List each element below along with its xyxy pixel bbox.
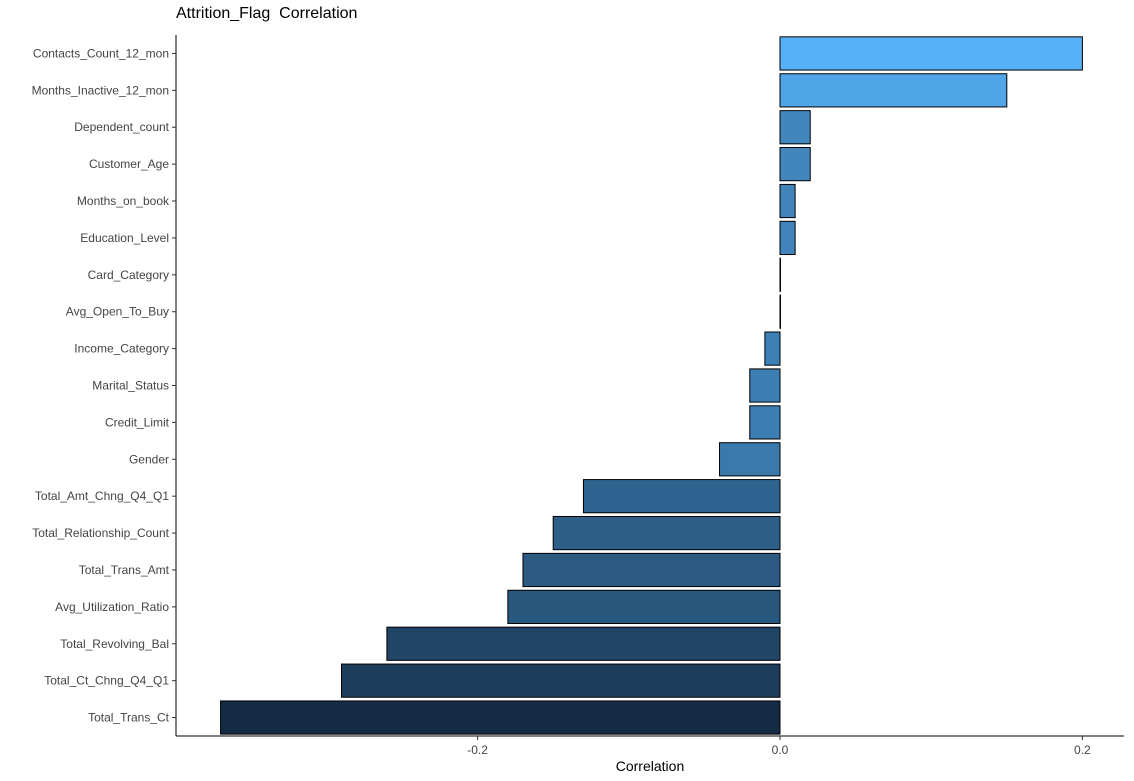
bar-Total_Amt_Chng_Q4_Q1 [582,479,781,514]
bar-Total_Ct_Chng_Q4_Q1 [341,663,781,698]
category-label: Credit_Limit [105,415,170,429]
category-label: Education_Level [80,231,169,245]
bar-Total_Revolving_Bal [386,626,781,661]
category-label: Avg_Open_To_Buy [66,305,169,319]
bar-Income_Category [764,331,781,366]
category-label: Income_Category [74,342,169,356]
category-label: Gender [129,452,169,466]
bar-Gender [719,442,781,477]
bars-layer [220,36,1083,735]
bar-Marital_Status [749,368,781,403]
bar-Card_Category [779,257,781,292]
chart-title: Attrition_Flag Correlation [176,5,358,22]
x-tick-label: -0.2 [467,743,488,757]
category-label: Dependent_count [74,120,169,134]
category-label: Card_Category [88,268,169,282]
x-tick-label: 0.2 [1074,743,1091,757]
bar-Avg_Open_To_Buy [779,294,781,329]
category-label: Total_Relationship_Count [32,526,169,540]
category-label: Contacts_Count_12_mon [33,46,169,60]
category-label: Total_Ct_Chng_Q4_Q1 [44,674,169,688]
bar-Credit_Limit [749,405,781,440]
bar-Education_Level [779,220,796,256]
category-label: Total_Trans_Amt [79,563,170,577]
category-label: Months_Inactive_12_mon [32,83,169,97]
category-label: Total_Amt_Chng_Q4_Q1 [35,489,169,503]
bar-Months_on_book [779,183,796,219]
category-labels: Contacts_Count_12_mon Months_Inactive_12_… [32,46,176,725]
bar-Months_Inactive_12_mon [779,73,1008,108]
category-label: Marital_Status [92,379,169,393]
bar-Total_Relationship_Count [552,515,781,551]
x-axis-title: Correlation [616,758,684,774]
x-tick-label: 0.0 [772,743,789,757]
bar-Customer_Age [779,147,811,182]
category-label: Months_on_book [77,194,170,208]
bar-Total_Trans_Ct [220,700,781,735]
category-label: Total_Revolving_Bal [60,637,169,651]
x-axis-ticks: -0.2 0.0 0.2 [467,736,1091,757]
bar-Total_Trans_Amt [522,552,781,588]
category-label: Customer_Age [89,157,169,171]
bar-Contacts_Count_12_mon [779,36,1083,71]
category-label: Avg_Utilization_Ratio [55,600,169,614]
bar-Dependent_count [779,110,811,145]
category-label: Total_Trans_Ct [88,711,170,725]
bar-Avg_Utilization_Ratio [507,589,781,624]
